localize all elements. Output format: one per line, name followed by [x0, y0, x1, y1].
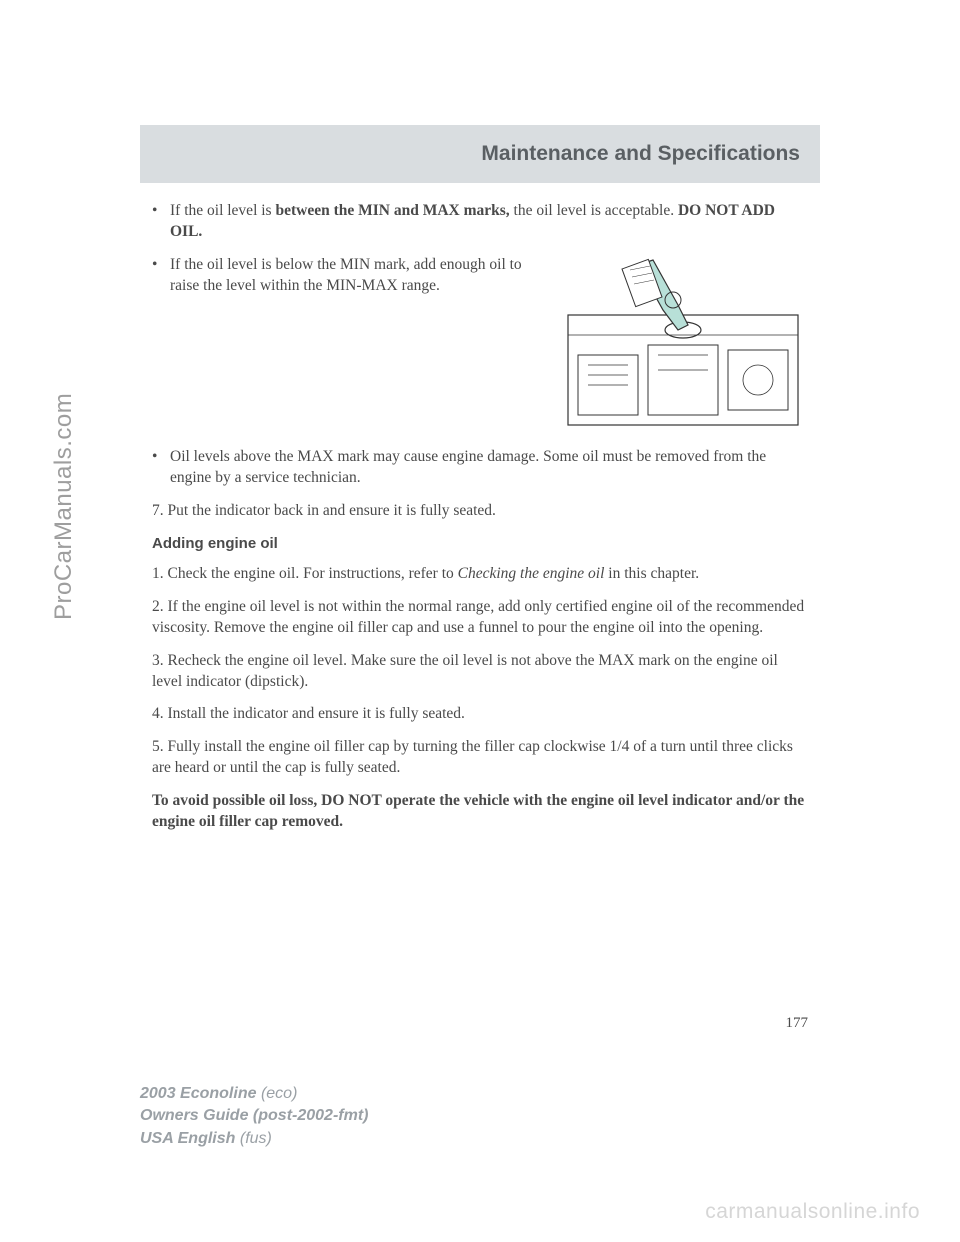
section-header: Maintenance and Specifications — [140, 125, 820, 183]
content-area: • If the oil level is between the MIN an… — [140, 201, 820, 1033]
page-number: 177 — [152, 1013, 808, 1033]
text-bold: between the MIN and MAX marks, — [275, 202, 509, 219]
bullet-text: If the oil level is between the MIN and … — [170, 201, 808, 243]
bullet-text: Oil levels above the MAX mark may cause … — [170, 447, 808, 489]
bullet-text: If the oil level is below the MIN mark, … — [170, 255, 548, 297]
footer-line: USA English (fus) — [140, 1128, 368, 1150]
subheading: Adding engine oil — [152, 534, 808, 554]
bullet-item: • If the oil level is between the MIN an… — [152, 201, 808, 243]
paragraph: 5. Fully install the engine oil filler c… — [152, 737, 808, 779]
paragraph: 2. If the engine oil level is not within… — [152, 597, 808, 639]
section-title: Maintenance and Specifications — [481, 142, 800, 166]
text-span: If the oil level is — [170, 202, 275, 219]
paragraph: 1. Check the engine oil. For instruction… — [152, 564, 808, 585]
footer-metadata: 2003 Econoline (eco) Owners Guide (post-… — [140, 1083, 368, 1150]
bullet-marker: • — [152, 447, 170, 489]
engine-illustration — [558, 255, 808, 435]
text-span: 1. Check the engine oil. For instruction… — [152, 565, 458, 582]
bullet-with-image: • If the oil level is below the MIN mark… — [152, 255, 808, 435]
text-bold: Owners Guide (post-2002-fmt) — [140, 1107, 368, 1124]
bullet-marker: • — [152, 255, 170, 297]
bottom-watermark: carmanualsonline.info — [705, 1200, 920, 1224]
page-container: Maintenance and Specifications • If the … — [140, 125, 820, 1033]
paragraph: 4. Install the indicator and ensure it i… — [152, 704, 808, 725]
text-bold: USA English — [140, 1130, 240, 1147]
bullet-item: • If the oil level is below the MIN mark… — [152, 255, 548, 297]
text-span: the oil level is acceptable. — [510, 202, 678, 219]
text-span: in this chapter. — [604, 565, 699, 582]
paragraph: 3. Recheck the engine oil level. Make su… — [152, 651, 808, 693]
text-column: • If the oil level is below the MIN mark… — [152, 255, 548, 435]
bullet-marker: • — [152, 201, 170, 243]
step-text: 7. Put the indicator back in and ensure … — [152, 501, 808, 522]
side-watermark: ProCarManuals.com — [50, 393, 78, 620]
footer-line: 2003 Econoline (eco) — [140, 1083, 368, 1105]
engine-oil-icon — [558, 255, 808, 435]
text-italic: Checking the engine oil — [458, 565, 605, 582]
bullet-item: • Oil levels above the MAX mark may caus… — [152, 447, 808, 489]
text-span: (eco) — [261, 1085, 297, 1102]
text-bold: 2003 Econoline — [140, 1085, 261, 1102]
text-span: (fus) — [240, 1130, 272, 1147]
footer-line: Owners Guide (post-2002-fmt) — [140, 1105, 368, 1127]
warning-text: To avoid possible oil loss, DO NOT opera… — [152, 791, 808, 833]
